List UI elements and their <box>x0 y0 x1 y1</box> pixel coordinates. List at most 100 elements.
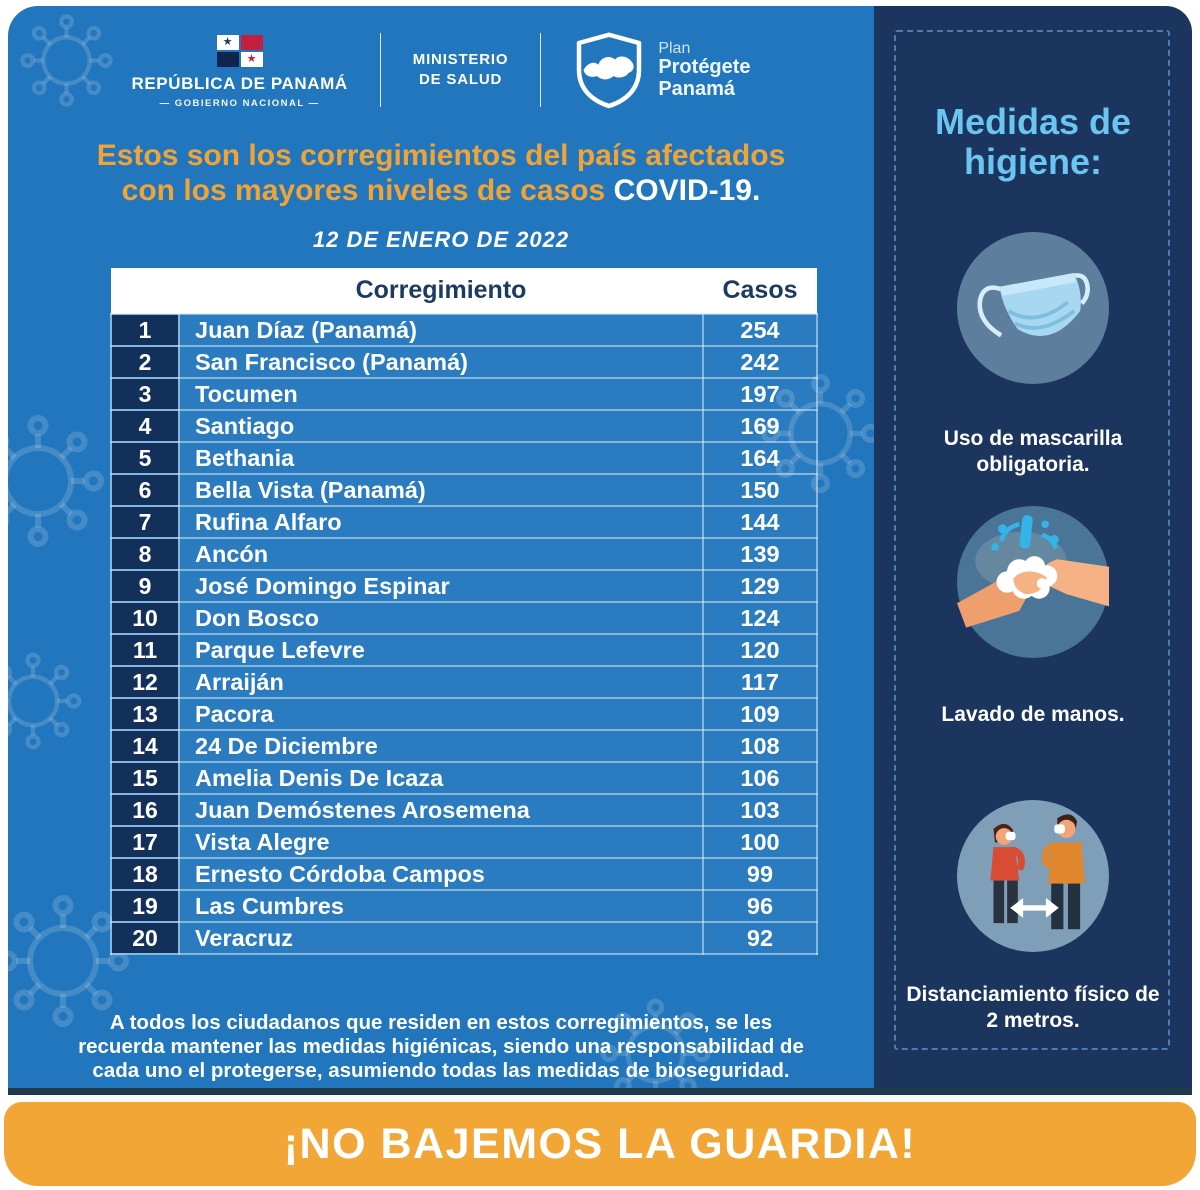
banner-slogan: ¡NO BAJEMOS LA GUARDIA! <box>283 1119 917 1168</box>
table-row: 20 Veracruz 92 <box>110 921 818 955</box>
row-cases: 139 <box>702 537 818 571</box>
table-row: 5 Bethania 164 <box>110 441 818 475</box>
plan-line2: Protégete <box>658 56 751 79</box>
plan-line3: Panamá <box>658 77 736 100</box>
divider <box>379 33 381 107</box>
table-row: 18 Ernesto Córdoba Campos 99 <box>110 857 818 891</box>
row-rank: 7 <box>110 505 180 539</box>
row-rank: 11 <box>110 633 180 667</box>
row-corregimiento: Bethania <box>178 441 704 475</box>
table-row: 3 Tocumen 197 <box>110 377 818 411</box>
row-cases: 92 <box>702 921 818 955</box>
table-row: 16 Juan Demóstenes Arosemena 103 <box>110 793 818 827</box>
hygiene-sidebar: Medidas de higiene: Uso de mascarilla ob… <box>874 6 1192 1088</box>
row-corregimiento: Ancón <box>178 537 704 571</box>
row-rank: 4 <box>110 409 180 443</box>
main-panel: ★ ★ REPÚBLICA DE PANAMÁ — GOBIERNO NACIO… <box>8 6 874 1088</box>
ministry-line1: MINISTERIO <box>412 50 509 68</box>
row-cases: 129 <box>702 569 818 603</box>
table-row: 19 Las Cumbres 96 <box>110 889 818 923</box>
table-row: 7 Rufina Alfaro 144 <box>110 505 818 539</box>
distancing-icon <box>957 800 1109 952</box>
row-corregimiento: Amelia Denis De Icaza <box>178 761 704 795</box>
mask-label: Uso de mascarilla obligatoria. <box>943 427 1123 477</box>
row-cases: 150 <box>702 473 818 507</box>
row-cases: 117 <box>702 665 818 699</box>
row-corregimiento: Juan Díaz (Panamá) <box>178 313 704 347</box>
row-corregimiento: Veracruz <box>178 921 704 955</box>
report-date: 12 DE ENERO DE 2022 <box>312 227 570 252</box>
ministry-line2: DE SALUD <box>419 71 503 88</box>
row-rank: 1 <box>110 313 180 347</box>
sidebar-title: Medidas de higiene: <box>934 101 1132 182</box>
row-rank: 12 <box>110 665 180 699</box>
row-cases: 106 <box>702 761 818 795</box>
table-row: 9 José Domingo Espinar 129 <box>110 569 818 603</box>
virus-decoration-icon <box>8 646 88 756</box>
infographic-card: ★ ★ REPÚBLICA DE PANAMÁ — GOBIERNO NACIO… <box>8 6 1192 1095</box>
row-rank: 18 <box>110 857 180 891</box>
gov-title: REPÚBLICA DE PANAMÁ <box>131 73 348 93</box>
mask-icon <box>957 232 1109 384</box>
row-corregimiento: Ernesto Córdoba Campos <box>178 857 704 891</box>
row-rank: 13 <box>110 697 180 731</box>
col-header-corregimiento: Corregimiento <box>179 268 703 314</box>
handwash-label: Lavado de manos. <box>941 703 1125 726</box>
row-corregimiento: Pacora <box>178 697 704 731</box>
row-corregimiento: Vista Alegre <box>178 825 704 859</box>
table-row: 2 San Francisco (Panamá) 242 <box>110 345 818 379</box>
row-rank: 10 <box>110 601 180 635</box>
table-row: 15 Amelia Denis De Icaza 106 <box>110 761 818 795</box>
table-row: 17 Vista Alegre 100 <box>110 825 818 859</box>
row-rank: 14 <box>110 729 180 763</box>
row-cases: 108 <box>702 729 818 763</box>
table-row: 4 Santiago 169 <box>110 409 818 443</box>
row-corregimiento: Arraiján <box>178 665 704 699</box>
row-cases: 100 <box>702 825 818 859</box>
table-row: 13 Pacora 109 <box>110 697 818 731</box>
row-corregimiento: Parque Lefevre <box>178 633 704 667</box>
row-cases: 103 <box>702 793 818 827</box>
table-row: 10 Don Bosco 124 <box>110 601 818 635</box>
distancing-label: Distanciamiento físico de 2 metros. <box>906 983 1160 1033</box>
row-cases: 254 <box>702 313 818 347</box>
row-rank: 15 <box>110 761 180 795</box>
col-header-rank <box>111 268 179 314</box>
plan-protegete-logo: Plan Protégete Panamá <box>573 30 751 110</box>
row-cases: 164 <box>702 441 818 475</box>
row-cases: 124 <box>702 601 818 635</box>
shield-icon <box>577 32 642 109</box>
dashed-border <box>894 30 1170 1050</box>
panama-flag-icon: ★ ★ <box>216 34 263 67</box>
row-corregimiento: 24 De Diciembre <box>178 729 704 763</box>
bottom-banner: ¡NO BAJEMOS LA GUARDIA! <box>4 1102 1196 1186</box>
brand-bar: ★ ★ REPÚBLICA DE PANAMÁ — GOBIERNO NACIO… <box>8 30 874 110</box>
row-rank: 19 <box>110 889 180 923</box>
row-corregimiento: José Domingo Espinar <box>178 569 704 603</box>
plan-line1: Plan <box>658 39 691 57</box>
row-cases: 169 <box>702 409 818 443</box>
row-corregimiento: Tocumen <box>178 377 704 411</box>
cases-table-body: 1 Juan Díaz (Panamá) 254 2 San Francisco (Pa… <box>110 313 818 955</box>
row-rank: 17 <box>110 825 180 859</box>
row-rank: 9 <box>110 569 180 603</box>
table-header-row: Corregimiento Casos <box>111 268 817 314</box>
table-row: 6 Bella Vista (Panamá) 150 <box>110 473 818 507</box>
row-corregimiento: Rufina Alfaro <box>178 505 704 539</box>
row-rank: 20 <box>110 921 180 955</box>
row-cases: 197 <box>702 377 818 411</box>
row-cases: 120 <box>702 633 818 667</box>
virus-decoration-icon <box>8 406 113 556</box>
row-cases: 242 <box>702 345 818 379</box>
divider <box>540 33 542 107</box>
row-rank: 8 <box>110 537 180 571</box>
table-row: 14 24 De Diciembre 108 <box>110 729 818 763</box>
table-row: 8 Ancón 139 <box>110 537 818 571</box>
row-cases: 144 <box>702 505 818 539</box>
row-corregimiento: Don Bosco <box>178 601 704 635</box>
ministry-logo: MINISTERIO DE SALUD <box>413 50 509 91</box>
cases-table: Corregimiento Casos 1 Juan Díaz (Panamá) 2… <box>110 268 818 955</box>
table-row: 11 Parque Lefevre 120 <box>110 633 818 667</box>
row-corregimiento: Las Cumbres <box>178 889 704 923</box>
col-header-casos: Casos <box>703 268 817 314</box>
